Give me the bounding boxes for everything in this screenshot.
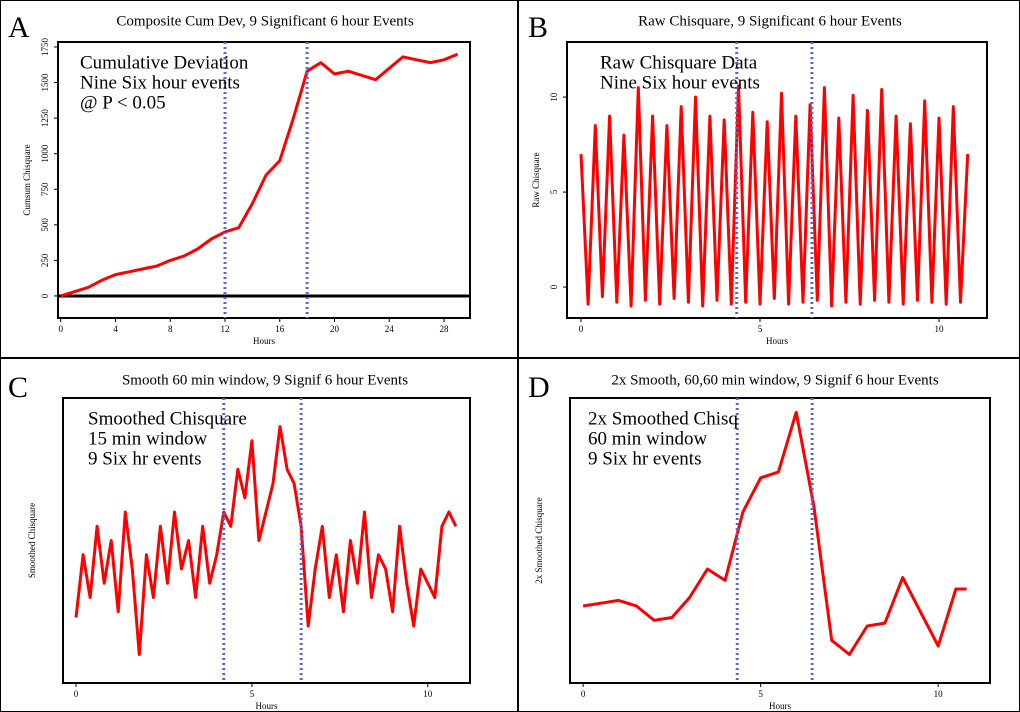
annotation: 9 Six hr events <box>588 448 701 469</box>
x-tick-label: 10 <box>934 689 944 699</box>
annotation: Nine Six hour events <box>80 72 240 93</box>
annotation: @ P < 0.05 <box>80 92 166 113</box>
annotation: 15 min window <box>88 428 208 449</box>
x-tick-label: 28 <box>439 324 449 334</box>
x-axis-label: Hours <box>769 701 791 711</box>
panel-letter: A <box>8 11 30 44</box>
panel-letter: D <box>528 371 550 404</box>
plot-box <box>569 397 991 684</box>
y-tick-label: 0 <box>40 293 50 298</box>
panel-title: Composite Cum Dev, 9 Significant 6 hour … <box>116 13 413 29</box>
x-axis-label: Hours <box>256 701 278 711</box>
x-tick-label: 10 <box>423 689 433 699</box>
y-tick-label: 1250 <box>40 109 50 128</box>
panel-letter: B <box>528 11 548 44</box>
plot-box <box>57 41 471 319</box>
x-tick-label: 0 <box>74 689 79 699</box>
data-line <box>582 410 967 656</box>
x-tick-label: 5 <box>758 324 763 334</box>
y-axis-label: Cumsum Chisquare <box>22 144 32 215</box>
x-tick-label: 12 <box>220 324 229 334</box>
y-tick-label: 250 <box>40 253 50 267</box>
y-axis-label: 2x Smoothed Chisquare <box>534 497 544 584</box>
panel-title: 2x Smooth, 60,60 min window, 9 Signif 6 … <box>611 372 939 388</box>
panel-title: Smooth 60 min window, 9 Signif 6 hour Ev… <box>122 372 408 388</box>
x-tick-label: 4 <box>113 324 118 334</box>
y-tick-label: 10 <box>549 92 559 102</box>
panel-title: Raw Chisquare, 9 Significant 6 hour Even… <box>638 13 902 29</box>
y-tick-label: 1750 <box>40 37 50 56</box>
x-axis-label: Hours <box>253 336 275 346</box>
y-axis-label: Raw Chisquare <box>531 152 541 207</box>
panel-letter: C <box>8 371 28 404</box>
y-tick-label: 0 <box>549 284 559 289</box>
y-axis-label: Smoothed Chisquare <box>27 503 37 578</box>
y-tick-label: 5 <box>549 189 559 194</box>
x-tick-label: 0 <box>58 324 63 334</box>
annotation: Smoothed Chisquare <box>88 408 247 429</box>
x-tick-label: 20 <box>330 324 340 334</box>
x-tick-label: 0 <box>581 689 586 699</box>
annotation: Cumulative Deviation <box>80 52 249 73</box>
x-tick-label: 8 <box>168 324 173 334</box>
plot-box <box>62 397 471 684</box>
annotation: 9 Six hr events <box>88 448 201 469</box>
annotation: Raw Chisquare Data <box>600 52 758 73</box>
annotation: Nine Six hour events <box>600 72 760 93</box>
y-tick-label: 750 <box>40 182 50 196</box>
plot-box <box>566 41 988 319</box>
annotation: 2x Smoothed Chisq <box>588 408 738 429</box>
x-tick-label: 5 <box>250 689 255 699</box>
x-tick-label: 10 <box>935 324 945 334</box>
x-tick-label: 24 <box>385 324 395 334</box>
y-tick-label: 500 <box>40 218 50 232</box>
y-tick-label: 1500 <box>40 73 50 92</box>
data-line <box>60 52 459 298</box>
y-tick-label: 1000 <box>40 144 50 163</box>
data-line <box>74 425 458 656</box>
x-axis-label: Hours <box>766 336 788 346</box>
annotation: 60 min window <box>588 428 708 449</box>
x-tick-label: 16 <box>275 324 285 334</box>
data-line <box>579 84 970 308</box>
x-tick-label: 5 <box>758 689 763 699</box>
x-tick-label: 0 <box>579 324 584 334</box>
